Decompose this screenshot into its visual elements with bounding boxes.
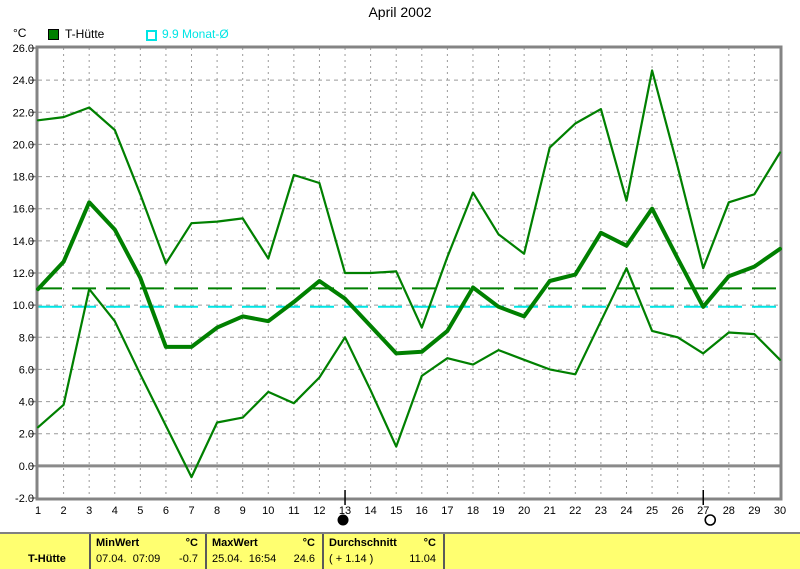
x-axis-label: 11 bbox=[288, 505, 299, 517]
x-axis-label: 14 bbox=[364, 505, 376, 517]
x-axis-label: 7 bbox=[188, 505, 194, 517]
x-axis-label: 21 bbox=[544, 505, 556, 517]
new-moon-icon bbox=[337, 514, 349, 526]
x-axis-label: 4 bbox=[112, 505, 118, 517]
y-axis-label: 2.0 bbox=[19, 429, 34, 441]
x-axis-label: 26 bbox=[672, 505, 684, 517]
x-axis-label: 22 bbox=[569, 505, 581, 517]
x-axis-label: 25 bbox=[646, 505, 658, 517]
x-axis-label: 17 bbox=[441, 505, 453, 517]
y-axis-label: 14.0 bbox=[13, 236, 34, 248]
x-axis-label: 10 bbox=[262, 505, 274, 517]
y-axis-label: -2.0 bbox=[15, 493, 34, 505]
status-cell-max: MaxWert °C 25.04. 16:54 24.6 bbox=[207, 534, 322, 569]
max-header: MaxWert bbox=[212, 537, 258, 549]
x-axis-label: 24 bbox=[620, 505, 632, 517]
max-unit: °C bbox=[302, 537, 315, 549]
series-line-0 bbox=[36, 69, 782, 329]
average-unit: °C bbox=[423, 537, 436, 549]
x-axis-label: 13 bbox=[339, 505, 351, 517]
x-axis-label: 29 bbox=[748, 505, 760, 517]
y-axis-label: 10.0 bbox=[13, 300, 34, 312]
plot-frame bbox=[35, 45, 783, 501]
average-header: Durchschnitt bbox=[329, 537, 397, 549]
y-axis-label: 22.0 bbox=[13, 107, 34, 119]
legend-series-label: T-Hütte bbox=[65, 27, 105, 41]
min-value: -0.7 bbox=[179, 553, 198, 565]
x-axis-label: 20 bbox=[518, 505, 530, 517]
legend-month-average-label: 9.9 Monat-Ø bbox=[162, 27, 229, 41]
station-name: T-Hütte bbox=[28, 553, 66, 565]
x-axis-label: 18 bbox=[467, 505, 479, 517]
y-axis-label: 18.0 bbox=[13, 172, 34, 184]
status-divider bbox=[443, 534, 445, 569]
x-axis-label: 9 bbox=[240, 505, 246, 517]
min-unit: °C bbox=[185, 537, 198, 549]
y-axis-label: 12.0 bbox=[13, 268, 34, 280]
x-axis-label: 23 bbox=[595, 505, 607, 517]
x-axis-label: 28 bbox=[723, 505, 735, 517]
y-axis-label: 4.0 bbox=[19, 397, 34, 409]
max-value: 24.6 bbox=[293, 553, 315, 565]
x-axis-label: 2 bbox=[61, 505, 67, 517]
x-axis-label: 3 bbox=[86, 505, 92, 517]
status-divider bbox=[89, 534, 91, 569]
month-average-legend-swatch-icon bbox=[146, 30, 157, 41]
y-axis-label: 24.0 bbox=[13, 75, 34, 87]
x-axis-label: 12 bbox=[313, 505, 325, 517]
x-axis-label: 30 bbox=[774, 505, 786, 517]
y-axis-label: 8.0 bbox=[19, 332, 34, 344]
x-axis-label: 15 bbox=[390, 505, 402, 517]
min-header: MinWert bbox=[96, 537, 140, 549]
y-axis-label: 0.0 bbox=[19, 461, 34, 473]
page-title: April 2002 bbox=[368, 4, 432, 20]
temperature-chart: 26.024.022.020.018.016.014.012.010.08.06… bbox=[13, 43, 786, 526]
full-moon-icon bbox=[704, 514, 717, 526]
y-axis-label: 16.0 bbox=[13, 204, 34, 216]
status-cell-min: MinWert °C 07.04. 07:09 -0.7 bbox=[91, 534, 205, 569]
max-datetime: 25.04. 16:54 bbox=[212, 553, 277, 565]
x-axis-label: 27 bbox=[697, 505, 709, 517]
y-axis-unit-label: °C bbox=[13, 26, 27, 40]
x-axis-label: 5 bbox=[137, 505, 143, 517]
x-axis-label: 6 bbox=[163, 505, 169, 517]
y-axis-label: 20.0 bbox=[13, 139, 34, 151]
status-divider bbox=[205, 534, 207, 569]
status-bar: T-Hütte MinWert °C 07.04. 07:09 -0.7 Max… bbox=[0, 532, 800, 569]
status-cell-average: Durchschnitt °C ( + 1.14 ) 11.04 bbox=[324, 534, 443, 569]
status-divider bbox=[322, 534, 324, 569]
series-legend-swatch-icon bbox=[48, 29, 59, 40]
series-line-1 bbox=[36, 200, 782, 356]
x-axis-label: 16 bbox=[416, 505, 428, 517]
x-axis-label: 1 bbox=[35, 505, 41, 517]
x-axis-label: 19 bbox=[492, 505, 504, 517]
status-cell-station: T-Hütte bbox=[0, 534, 89, 569]
x-axis-label: 8 bbox=[214, 505, 220, 517]
average-value: 11.04 bbox=[409, 553, 436, 565]
y-axis-label: 6.0 bbox=[19, 364, 34, 376]
series-line-2 bbox=[36, 267, 782, 479]
y-axis-label: 26.0 bbox=[13, 43, 34, 55]
min-datetime: 07.04. 07:09 bbox=[96, 553, 161, 565]
average-delta: ( + 1.14 ) bbox=[329, 553, 374, 565]
